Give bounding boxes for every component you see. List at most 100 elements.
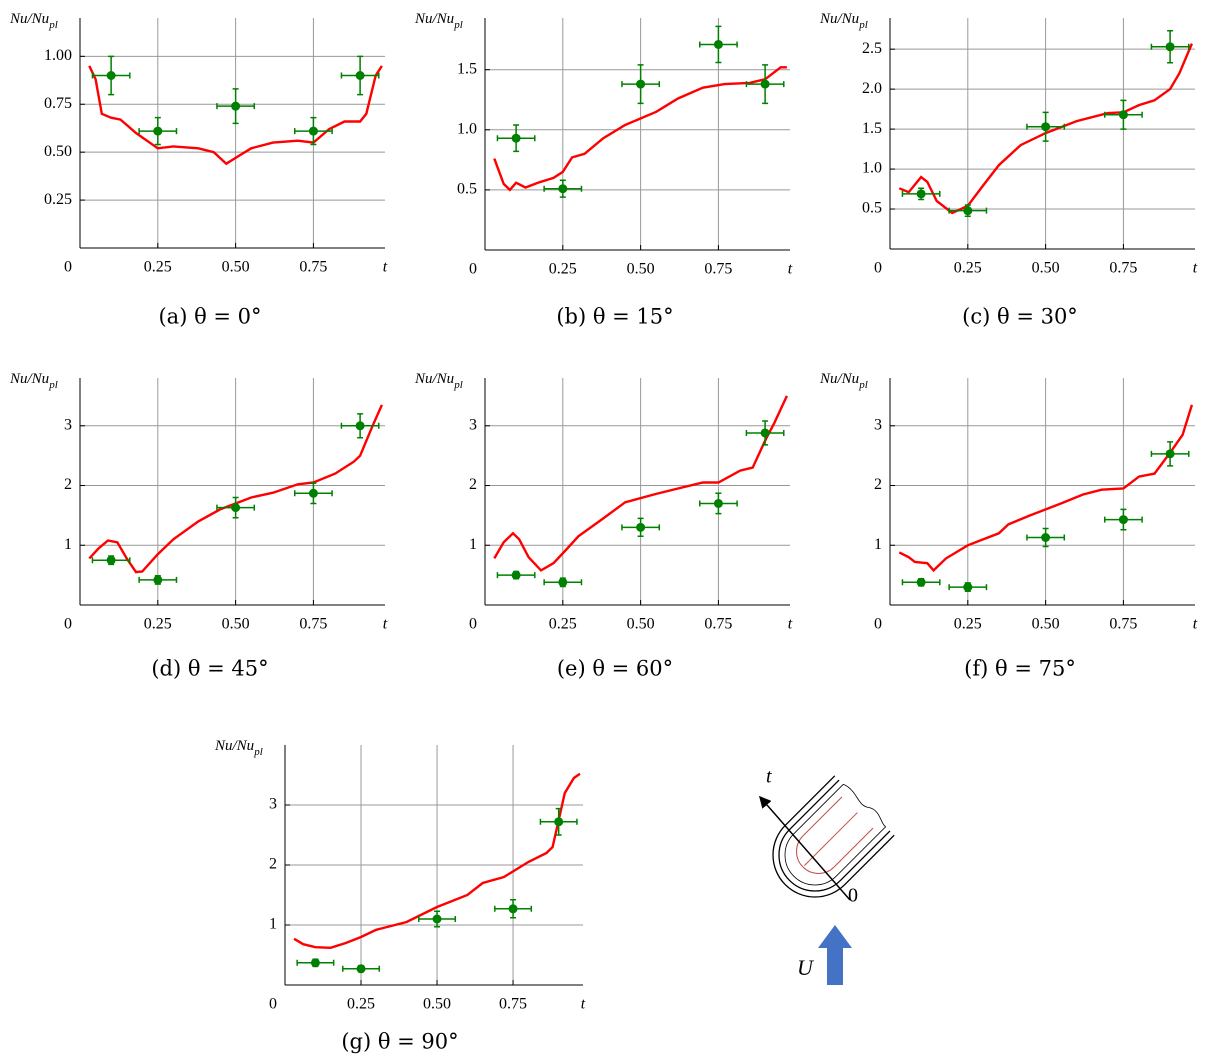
- error-point: [138, 116, 178, 146]
- y-axis-label: Nu/Nupl: [9, 371, 58, 390]
- caption: (c) θ = 30°: [962, 305, 1078, 329]
- point: [760, 79, 770, 89]
- y-tick-label: 0.5: [457, 181, 477, 198]
- y-axis-label: Nu/Nupl: [414, 11, 463, 30]
- point: [355, 421, 365, 431]
- y-tick-label: 0.25: [44, 191, 72, 208]
- x-tick-label: 0.50: [222, 259, 250, 276]
- x-tick-label: 0.75: [1109, 616, 1137, 633]
- x-tick-label: 0.50: [1032, 260, 1060, 277]
- error-point: [745, 64, 785, 105]
- x-tick-label: 0.50: [627, 261, 655, 278]
- y-axis-label-sub: pl: [453, 19, 463, 31]
- point: [1118, 110, 1128, 120]
- error-point: [216, 496, 256, 519]
- point: [511, 133, 521, 143]
- error-point: [901, 187, 941, 201]
- y-axis-label: Nu/Nupl: [9, 11, 58, 30]
- point: [231, 503, 241, 513]
- error-point: [1026, 111, 1066, 142]
- x-tick-label: 0.75: [704, 261, 732, 278]
- line: [898, 43, 1194, 215]
- y-axis-label: Nu/Nupl: [214, 738, 263, 757]
- x-tick-label: 0.50: [222, 616, 250, 633]
- y-tick-label: 2: [64, 476, 72, 493]
- point: [231, 101, 241, 111]
- y-axis-label-main: Nu/Nu: [9, 11, 49, 27]
- error-point: [948, 582, 988, 593]
- y-tick-label: 0.50: [44, 143, 72, 160]
- error-point: [293, 482, 333, 505]
- x-tick-label: 0: [469, 261, 477, 278]
- caption: (g) θ = 90°: [341, 1030, 458, 1054]
- x-tick-label: 0: [64, 616, 72, 633]
- y-tick-label: 1: [269, 916, 277, 933]
- error-point: [543, 577, 583, 588]
- point: [1165, 42, 1175, 52]
- caption: (d) θ = 45°: [151, 657, 268, 681]
- error-point: [293, 116, 333, 146]
- y-axis-label-main: Nu/Nu: [819, 11, 859, 27]
- x-tick-label: 0: [874, 616, 882, 633]
- origin-label: 0: [848, 885, 858, 907]
- x-axis-label: t: [383, 616, 388, 633]
- point: [1118, 515, 1128, 525]
- error-point: [138, 574, 178, 585]
- line: [898, 404, 1194, 573]
- point: [106, 555, 116, 565]
- error-point: [496, 570, 536, 580]
- point: [1041, 532, 1051, 542]
- flow-label: U: [797, 955, 815, 980]
- point: [963, 206, 973, 216]
- y-axis-label-main: Nu/Nu: [414, 371, 454, 387]
- y-axis-label-sub: pl: [858, 19, 868, 31]
- point: [355, 71, 365, 80]
- point: [713, 498, 723, 508]
- x-axis-label: t: [788, 261, 793, 278]
- x-tick-label: 0: [64, 259, 72, 276]
- y-tick-label: 1: [469, 536, 477, 553]
- point: [558, 184, 568, 194]
- y-axis-label-sub: pl: [48, 19, 58, 31]
- x-tick-label: 0.25: [347, 996, 375, 1013]
- error-point: [543, 179, 583, 198]
- x-axis-label: t: [581, 996, 586, 1013]
- error-point: [342, 964, 381, 974]
- caption: (b) θ = 15°: [556, 305, 673, 329]
- y-axis-label-main: Nu/Nu: [214, 738, 254, 754]
- y-axis-label-sub: pl: [48, 379, 58, 391]
- y-tick-label: 1.0: [862, 160, 882, 177]
- point: [636, 79, 646, 89]
- y-axis-label: Nu/Nupl: [819, 11, 868, 30]
- point: [1165, 449, 1175, 459]
- caption: (f) θ = 75°: [964, 657, 1076, 681]
- x-axis-label: t: [1193, 260, 1198, 277]
- error-point: [621, 517, 661, 538]
- y-tick-label: 2: [874, 476, 882, 493]
- y-axis-label-main: Nu/Nu: [414, 11, 454, 27]
- error-point: [340, 55, 380, 96]
- y-tick-label: 3: [874, 416, 882, 433]
- error-point: [340, 413, 380, 439]
- caption: (a) θ = 0°: [158, 305, 261, 329]
- y-tick-label: 3: [64, 416, 72, 433]
- point: [963, 582, 973, 592]
- y-axis-label-sub: pl: [253, 746, 263, 758]
- x-tick-label: 0.25: [954, 260, 982, 277]
- t-label: t: [766, 766, 772, 788]
- x-axis-label: t: [1193, 616, 1198, 633]
- x-tick-label: 0.75: [299, 616, 327, 633]
- point: [356, 964, 366, 974]
- x-tick-label: 0.75: [499, 996, 527, 1013]
- y-tick-label: 2: [269, 856, 277, 873]
- y-axis-label-main: Nu/Nu: [9, 371, 49, 387]
- x-tick-label: 0.75: [1109, 260, 1137, 277]
- x-axis-label: t: [788, 616, 793, 633]
- error-point: [901, 577, 941, 587]
- y-tick-label: 1.00: [44, 47, 72, 64]
- x-tick-label: 0.25: [144, 616, 172, 633]
- x-tick-label: 0.25: [549, 261, 577, 278]
- x-tick-label: 0.25: [549, 616, 577, 633]
- y-tick-label: 1.5: [457, 60, 477, 77]
- y-tick-label: 1.0: [457, 120, 477, 137]
